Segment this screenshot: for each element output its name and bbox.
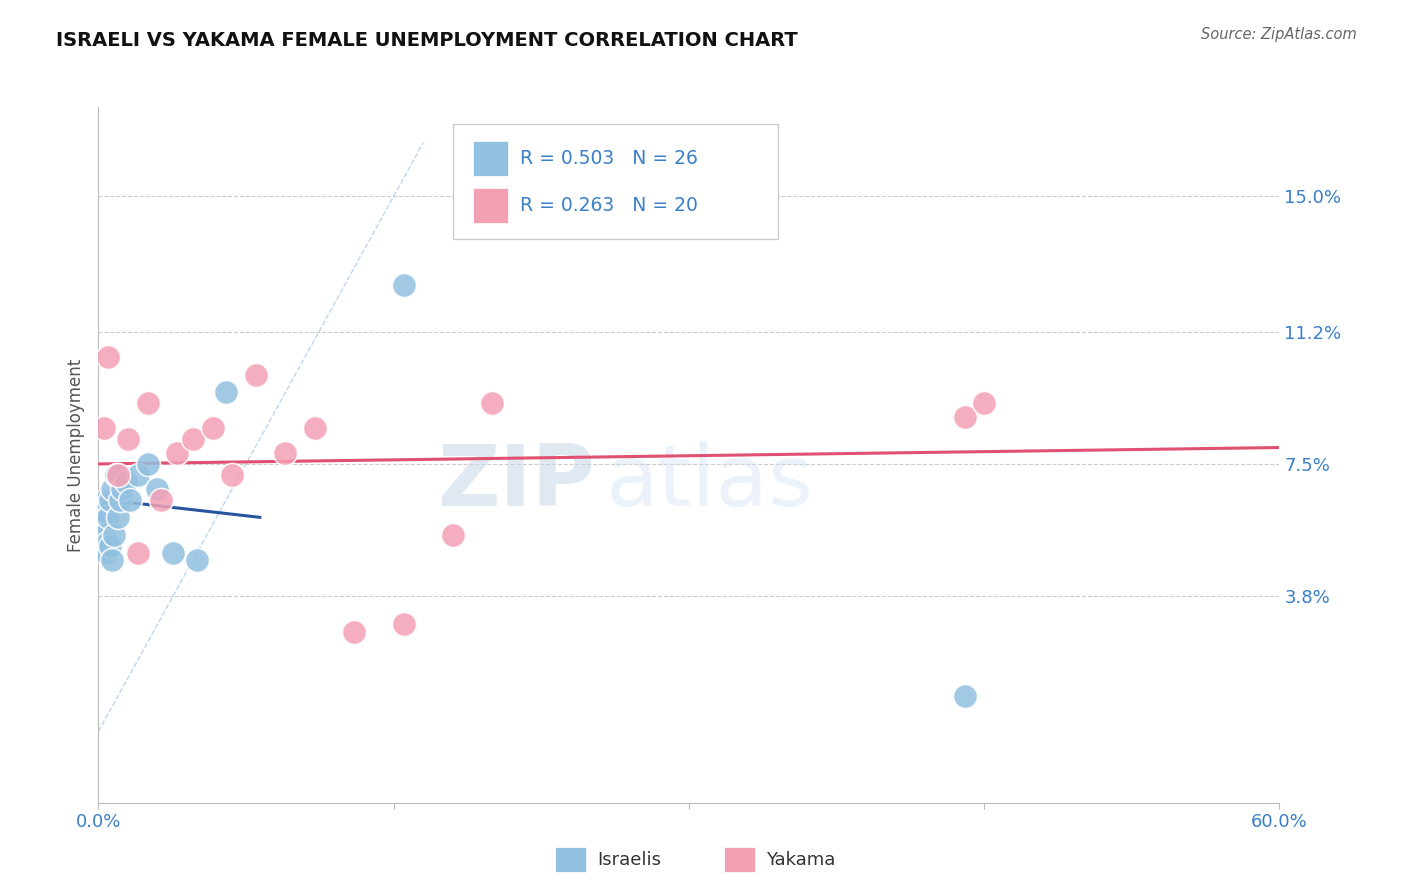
Point <box>103 528 125 542</box>
Point <box>150 492 173 507</box>
Point <box>245 368 267 382</box>
Point <box>127 467 149 482</box>
Point <box>115 475 138 489</box>
Point <box>101 553 124 567</box>
Point <box>91 517 114 532</box>
Point <box>101 482 124 496</box>
Point <box>221 467 243 482</box>
Point <box>93 421 115 435</box>
Point <box>97 510 120 524</box>
Text: ZIP: ZIP <box>437 442 595 524</box>
Point <box>953 410 976 425</box>
Point <box>105 467 128 482</box>
Point <box>215 385 238 400</box>
Text: Israelis: Israelis <box>598 851 662 869</box>
Point <box>98 492 121 507</box>
Point <box>304 421 326 435</box>
Bar <box>472 141 508 176</box>
Text: atlas: atlas <box>606 442 814 524</box>
Point <box>973 396 995 410</box>
Point <box>93 528 115 542</box>
Point <box>201 421 224 435</box>
Point <box>107 510 129 524</box>
Point <box>392 278 415 293</box>
Point <box>111 482 134 496</box>
Point <box>117 432 139 446</box>
Text: Source: ZipAtlas.com: Source: ZipAtlas.com <box>1201 27 1357 42</box>
Point <box>186 553 208 567</box>
Point <box>146 482 169 496</box>
Point <box>343 624 366 639</box>
Point <box>136 457 159 471</box>
Point <box>98 539 121 553</box>
Text: Yakama: Yakama <box>766 851 835 869</box>
Point <box>481 396 503 410</box>
Point <box>274 446 297 460</box>
Point <box>118 492 141 507</box>
Text: R = 0.263   N = 20: R = 0.263 N = 20 <box>520 196 697 215</box>
Point <box>181 432 204 446</box>
Point <box>392 617 415 632</box>
Point <box>108 492 131 507</box>
Point <box>96 492 118 507</box>
Point <box>166 446 188 460</box>
Point <box>107 467 129 482</box>
Point <box>127 546 149 560</box>
Point <box>97 535 120 549</box>
FancyBboxPatch shape <box>453 124 778 239</box>
Point <box>93 503 115 517</box>
Text: ISRAELI VS YAKAMA FEMALE UNEMPLOYMENT CORRELATION CHART: ISRAELI VS YAKAMA FEMALE UNEMPLOYMENT CO… <box>56 31 799 50</box>
Text: R = 0.503   N = 26: R = 0.503 N = 26 <box>520 149 697 168</box>
Point <box>136 396 159 410</box>
Point <box>162 546 184 560</box>
Y-axis label: Female Unemployment: Female Unemployment <box>66 359 84 551</box>
Point <box>97 350 120 364</box>
Point <box>441 528 464 542</box>
Point <box>953 689 976 703</box>
Point <box>96 546 118 560</box>
Bar <box>472 188 508 223</box>
